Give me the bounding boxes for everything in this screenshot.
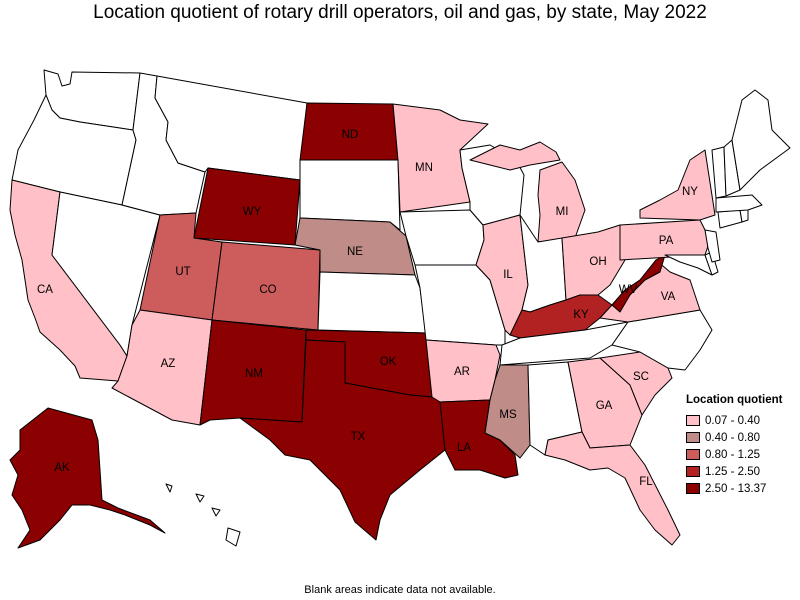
legend-label-2: 0.40 - 0.80 bbox=[705, 431, 760, 444]
state-label-tx: TX bbox=[351, 431, 366, 443]
state-label-il: IL bbox=[503, 269, 513, 281]
state-shape-ri bbox=[739, 209, 749, 223]
state-label-va: VA bbox=[661, 291, 676, 303]
state-ri bbox=[739, 209, 749, 223]
legend-label-1: 0.07 - 0.40 bbox=[705, 414, 760, 427]
state-shape-ia bbox=[399, 209, 485, 266]
state-label-ca: CA bbox=[37, 284, 53, 296]
state-label-az: AZ bbox=[161, 358, 176, 370]
state-label-oh: OH bbox=[589, 256, 606, 268]
legend-label-5: 2.50 - 13.37 bbox=[705, 482, 767, 495]
state-shape-ma bbox=[715, 194, 763, 213]
state-shape-ak bbox=[9, 407, 166, 549]
legend-swatch-2 bbox=[686, 432, 700, 443]
state-shape-fl bbox=[544, 431, 681, 546]
state-shape-hi bbox=[165, 483, 241, 547]
state-label-ak: AK bbox=[54, 462, 70, 474]
state-nj bbox=[704, 229, 721, 263]
state-label-la: LA bbox=[457, 442, 471, 454]
state-ny bbox=[639, 149, 716, 221]
state-shape-wv bbox=[611, 254, 666, 313]
state-label-pa: PA bbox=[659, 235, 674, 247]
state-fl bbox=[544, 431, 681, 546]
legend-item-4: 1.25 - 2.50 bbox=[686, 463, 798, 480]
legend-title: Location quotient bbox=[686, 394, 783, 406]
legend-swatch-5 bbox=[686, 483, 700, 494]
legend-item-5: 2.50 - 13.37 bbox=[686, 480, 798, 497]
legend-swatch-4 bbox=[686, 466, 700, 477]
state-shape-md bbox=[664, 254, 713, 276]
state-hi bbox=[165, 483, 241, 547]
map-title: Location quotient of rotary drill operat… bbox=[93, 2, 707, 23]
state-label-wy: WY bbox=[243, 206, 262, 218]
state-shape-mi bbox=[537, 161, 586, 243]
state-label-mn: MN bbox=[415, 162, 433, 174]
state-label-co: CO bbox=[259, 284, 276, 296]
legend-swatch-1 bbox=[686, 415, 700, 426]
legend-item-2: 0.40 - 0.80 bbox=[686, 429, 798, 446]
state-shape-ms bbox=[484, 364, 531, 459]
state-ms bbox=[484, 364, 531, 459]
state-mi bbox=[537, 161, 586, 243]
legend-item-3: 0.80 - 1.25 bbox=[686, 446, 798, 463]
state-ia bbox=[399, 209, 485, 266]
legend: Location quotient 0.07 - 0.40 0.40 - 0.8… bbox=[686, 394, 798, 497]
state-label-ne: NE bbox=[347, 246, 363, 258]
state-shape-mi-up bbox=[469, 141, 561, 171]
state-shape-ks bbox=[317, 271, 427, 334]
legend-swatch-3 bbox=[686, 449, 700, 460]
state-wv bbox=[611, 254, 666, 313]
state-md bbox=[664, 254, 713, 276]
state-me bbox=[731, 89, 791, 191]
state-shape-me bbox=[731, 89, 791, 191]
state-label-nd: ND bbox=[342, 129, 359, 141]
state-label-sc: SC bbox=[633, 371, 649, 383]
state-shape-ny bbox=[639, 149, 716, 221]
state-ma bbox=[715, 194, 763, 213]
state-ak bbox=[9, 407, 166, 549]
state-label-ny: NY bbox=[682, 186, 698, 198]
legend-label-3: 0.80 - 1.25 bbox=[705, 448, 760, 461]
state-shape-ct bbox=[717, 209, 743, 229]
legend-label-4: 1.25 - 2.50 bbox=[705, 465, 760, 478]
legend-item-1: 0.07 - 0.40 bbox=[686, 412, 798, 429]
state-label-nm: NM bbox=[245, 368, 263, 380]
state-label-ms: MS bbox=[499, 409, 517, 421]
state-label-ok: OK bbox=[380, 356, 397, 368]
state-mi-up bbox=[469, 141, 561, 171]
state-label-wv: WV bbox=[619, 284, 638, 296]
state-label-ky: KY bbox=[573, 309, 589, 321]
state-label-mi: MI bbox=[556, 206, 569, 218]
state-shape-nj bbox=[704, 229, 721, 263]
state-label-ga: GA bbox=[596, 400, 613, 412]
state-label-ut: UT bbox=[175, 266, 190, 278]
state-ks bbox=[317, 271, 427, 334]
state-ct bbox=[717, 209, 743, 229]
state-label-ar: AR bbox=[454, 366, 470, 378]
state-label-fl: FL bbox=[639, 476, 653, 488]
footnote: Blank areas indicate data not available. bbox=[304, 584, 496, 596]
